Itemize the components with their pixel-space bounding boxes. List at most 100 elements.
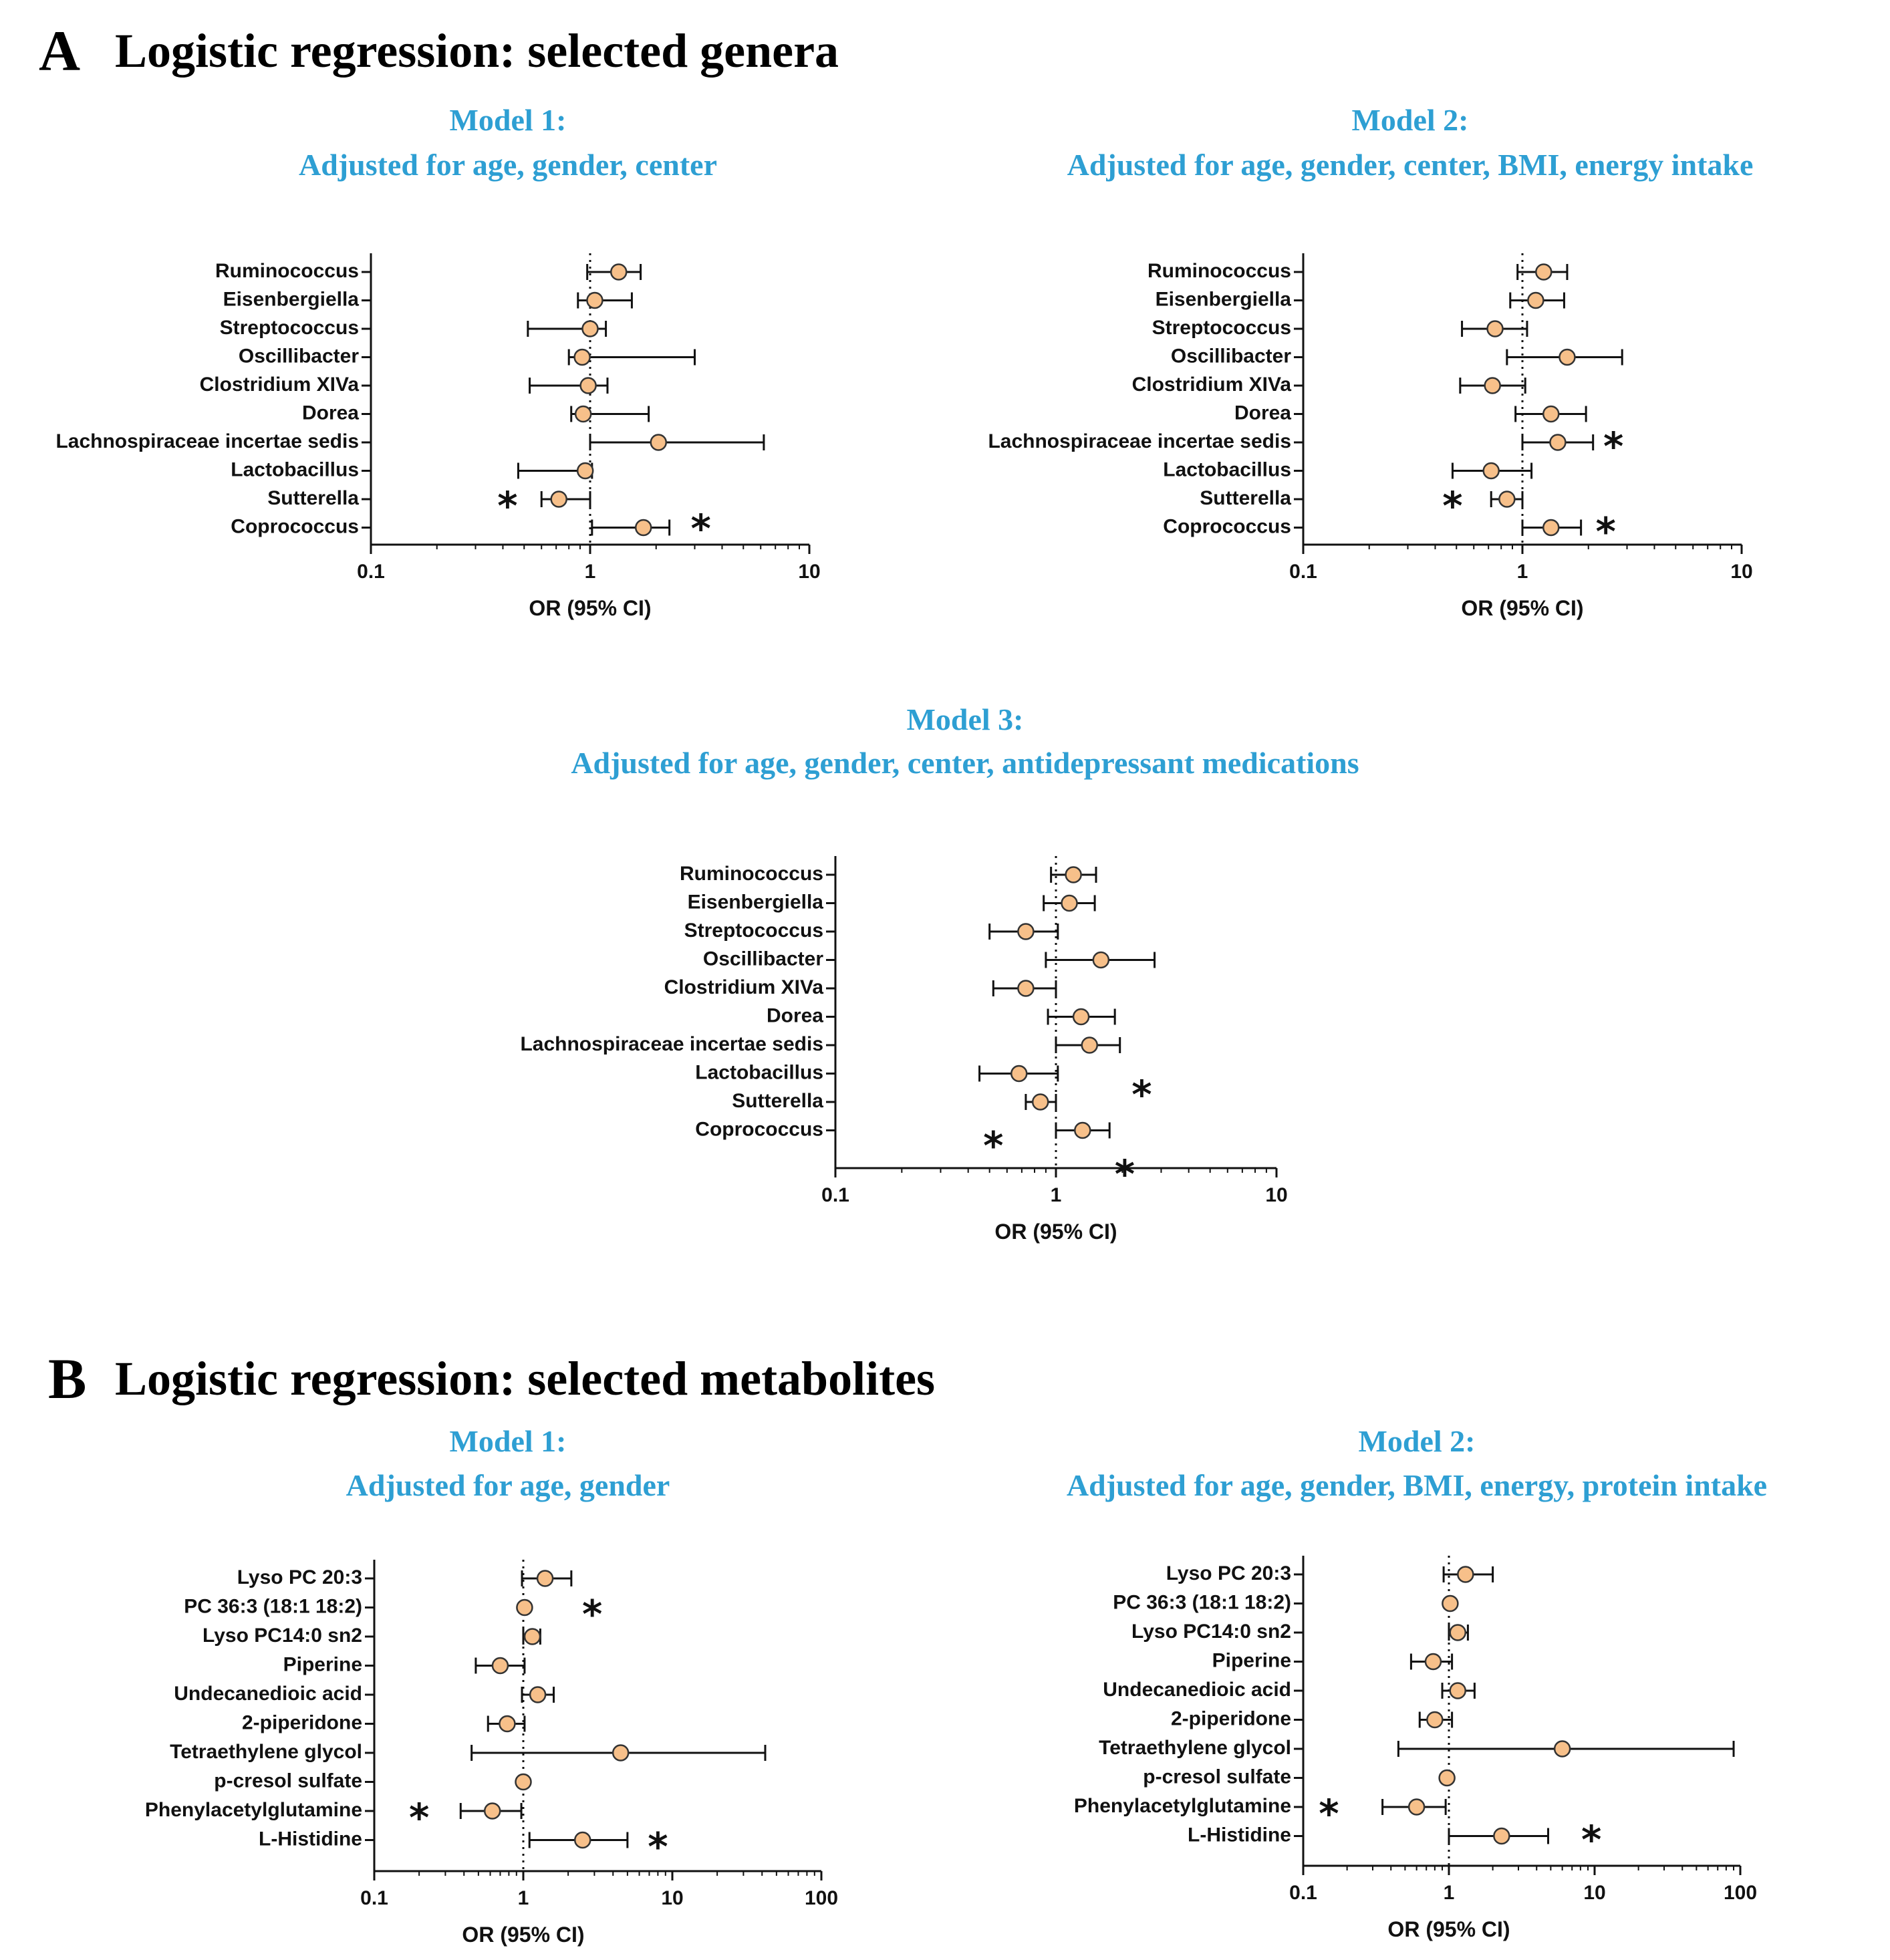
odds-ratio-point xyxy=(576,462,594,480)
category-label: p-cresol sulfate xyxy=(1143,1766,1291,1788)
odds-ratio-point xyxy=(499,1715,516,1733)
x-tick-label: 10 xyxy=(661,1887,683,1909)
odds-ratio-point xyxy=(1074,1121,1091,1139)
significance-star: * xyxy=(648,1824,668,1870)
category-label: Oscillibacter xyxy=(1171,345,1291,367)
panel-a-letter: A xyxy=(39,19,80,83)
odds-ratio-point xyxy=(1017,980,1035,997)
category-label: Coprococcus xyxy=(1163,515,1291,537)
category-label: Lyso PC 20:3 xyxy=(1166,1562,1291,1584)
x-axis-title: OR (95% CI) xyxy=(529,596,651,620)
category-label: Tetraethylene glycol xyxy=(1099,1737,1291,1759)
category-label: Eisenbergiella xyxy=(688,891,824,913)
x-tick-label: 0.1 xyxy=(1289,1882,1317,1904)
odds-ratio-point xyxy=(1498,491,1516,508)
odds-ratio-point xyxy=(1081,1036,1099,1054)
odds-ratio-point xyxy=(581,320,599,337)
odds-ratio-point xyxy=(1553,1740,1571,1758)
odds-ratio-point xyxy=(1486,320,1504,337)
category-label: Clostridium XIVa xyxy=(664,976,824,998)
forest-plot-a-model-1: Model 1: Adjusted for age, gender, center… xyxy=(55,103,820,620)
category-label: Lactobacillus xyxy=(1163,458,1291,480)
category-label: Coprococcus xyxy=(231,515,359,537)
category-label: Lactobacillus xyxy=(231,458,359,480)
odds-ratio-point xyxy=(1484,377,1501,394)
x-tick-label: 1 xyxy=(585,561,596,583)
odds-ratio-point xyxy=(1031,1093,1049,1111)
odds-ratio-point xyxy=(1559,348,1576,366)
x-tick-label: 1 xyxy=(518,1887,529,1909)
category-label: Lachnospiraceae incertae sedis xyxy=(520,1033,823,1055)
model-title-line1: Model 1: xyxy=(449,103,566,137)
odds-ratio-point xyxy=(1407,1798,1426,1816)
category-label: Oscillibacter xyxy=(239,345,359,367)
x-tick-label: 0.1 xyxy=(821,1184,849,1206)
x-tick-label: 0.1 xyxy=(1289,561,1317,583)
odds-ratio-point xyxy=(573,348,591,366)
forest-plot-a-model-2: Model 2: Adjusted for age, gender, center… xyxy=(988,103,1753,620)
odds-ratio-point xyxy=(1457,1566,1474,1583)
category-label: Dorea xyxy=(1234,402,1291,424)
odds-ratio-point xyxy=(586,291,603,309)
category-label: Coprococcus xyxy=(695,1118,823,1140)
panel-b-letter: B xyxy=(48,1347,86,1411)
significance-star: * xyxy=(691,506,711,551)
odds-ratio-point xyxy=(612,1744,630,1762)
odds-ratio-point xyxy=(1442,1594,1459,1613)
category-label: L-Histidine xyxy=(259,1828,362,1850)
panel-a-heading: A Logistic regression: selected genera xyxy=(39,19,839,83)
x-tick-label: 1 xyxy=(1444,1882,1455,1904)
model-title-line1: Model 3: xyxy=(906,702,1023,736)
category-label: Lachnospiraceae incertae sedis xyxy=(55,430,359,452)
significance-star: * xyxy=(409,1795,429,1840)
model-title-line1: Model 1: xyxy=(449,1424,566,1458)
category-label: Piperine xyxy=(283,1653,362,1675)
odds-ratio-point xyxy=(1535,263,1552,281)
category-label: PC 36:3 (18:1 18:2) xyxy=(184,1595,362,1617)
panel-a-title: Logistic regression: selected genera xyxy=(115,24,839,78)
odds-ratio-point xyxy=(1010,1065,1028,1083)
odds-ratio-point xyxy=(650,434,668,451)
significance-star: * xyxy=(983,1123,1003,1168)
category-label: Streptococcus xyxy=(220,317,359,339)
x-tick-label: 10 xyxy=(798,561,820,583)
category-label: Undecanedioic acid xyxy=(174,1683,362,1705)
odds-ratio-point xyxy=(1449,1682,1466,1699)
category-label: Phenylacetylglutamine xyxy=(145,1799,362,1821)
category-label: Undecanedioic acid xyxy=(1103,1679,1291,1701)
significance-star: * xyxy=(1581,1817,1601,1862)
panel-b-title: Logistic regression: selected metabolite… xyxy=(115,1352,935,1405)
x-tick-label: 1 xyxy=(1517,561,1528,583)
odds-ratio-point xyxy=(491,1657,509,1675)
odds-ratio-point xyxy=(483,1802,501,1820)
category-label: Sutterella xyxy=(732,1090,823,1112)
category-label: Clostridium XIVa xyxy=(200,374,360,396)
odds-ratio-point xyxy=(574,405,592,423)
odds-ratio-point xyxy=(1092,951,1110,969)
category-label: Phenylacetylglutamine xyxy=(1074,1795,1291,1817)
odds-ratio-point xyxy=(523,1628,541,1645)
category-label: Lactobacillus xyxy=(695,1061,823,1083)
odds-ratio-point xyxy=(1493,1827,1510,1845)
x-tick-label: 100 xyxy=(1724,1882,1757,1904)
forest-plot-b-model-2: Model 2: Adjusted for age, gender, BMI, e… xyxy=(1067,1424,1767,1941)
category-label: Lachnospiraceae incertae sedis xyxy=(988,430,1291,452)
significance-star: * xyxy=(1115,1151,1135,1197)
forest-plot-b-model-1: Model 1: Adjusted for age, gender 0.1 1 10 10… xyxy=(145,1424,838,1947)
x-tick-label: 10 xyxy=(1583,1882,1605,1904)
category-label: Ruminococcus xyxy=(215,260,359,282)
odds-ratio-point xyxy=(1482,462,1500,480)
x-tick-label: 0.1 xyxy=(357,561,385,583)
odds-ratio-point xyxy=(1065,866,1082,883)
model-title-line1: Model 2: xyxy=(1358,1424,1475,1458)
category-label: Lyso PC14:0 sn2 xyxy=(202,1625,362,1647)
x-tick-label: 1 xyxy=(1051,1184,1062,1206)
x-tick-label: 100 xyxy=(805,1887,838,1909)
odds-ratio-point xyxy=(610,263,628,281)
category-label: 2-piperidone xyxy=(1171,1707,1291,1729)
category-label: Ruminococcus xyxy=(680,863,823,885)
odds-ratio-point xyxy=(1426,1711,1444,1729)
odds-ratio-point xyxy=(536,1570,554,1587)
category-label: Streptococcus xyxy=(1152,317,1291,339)
